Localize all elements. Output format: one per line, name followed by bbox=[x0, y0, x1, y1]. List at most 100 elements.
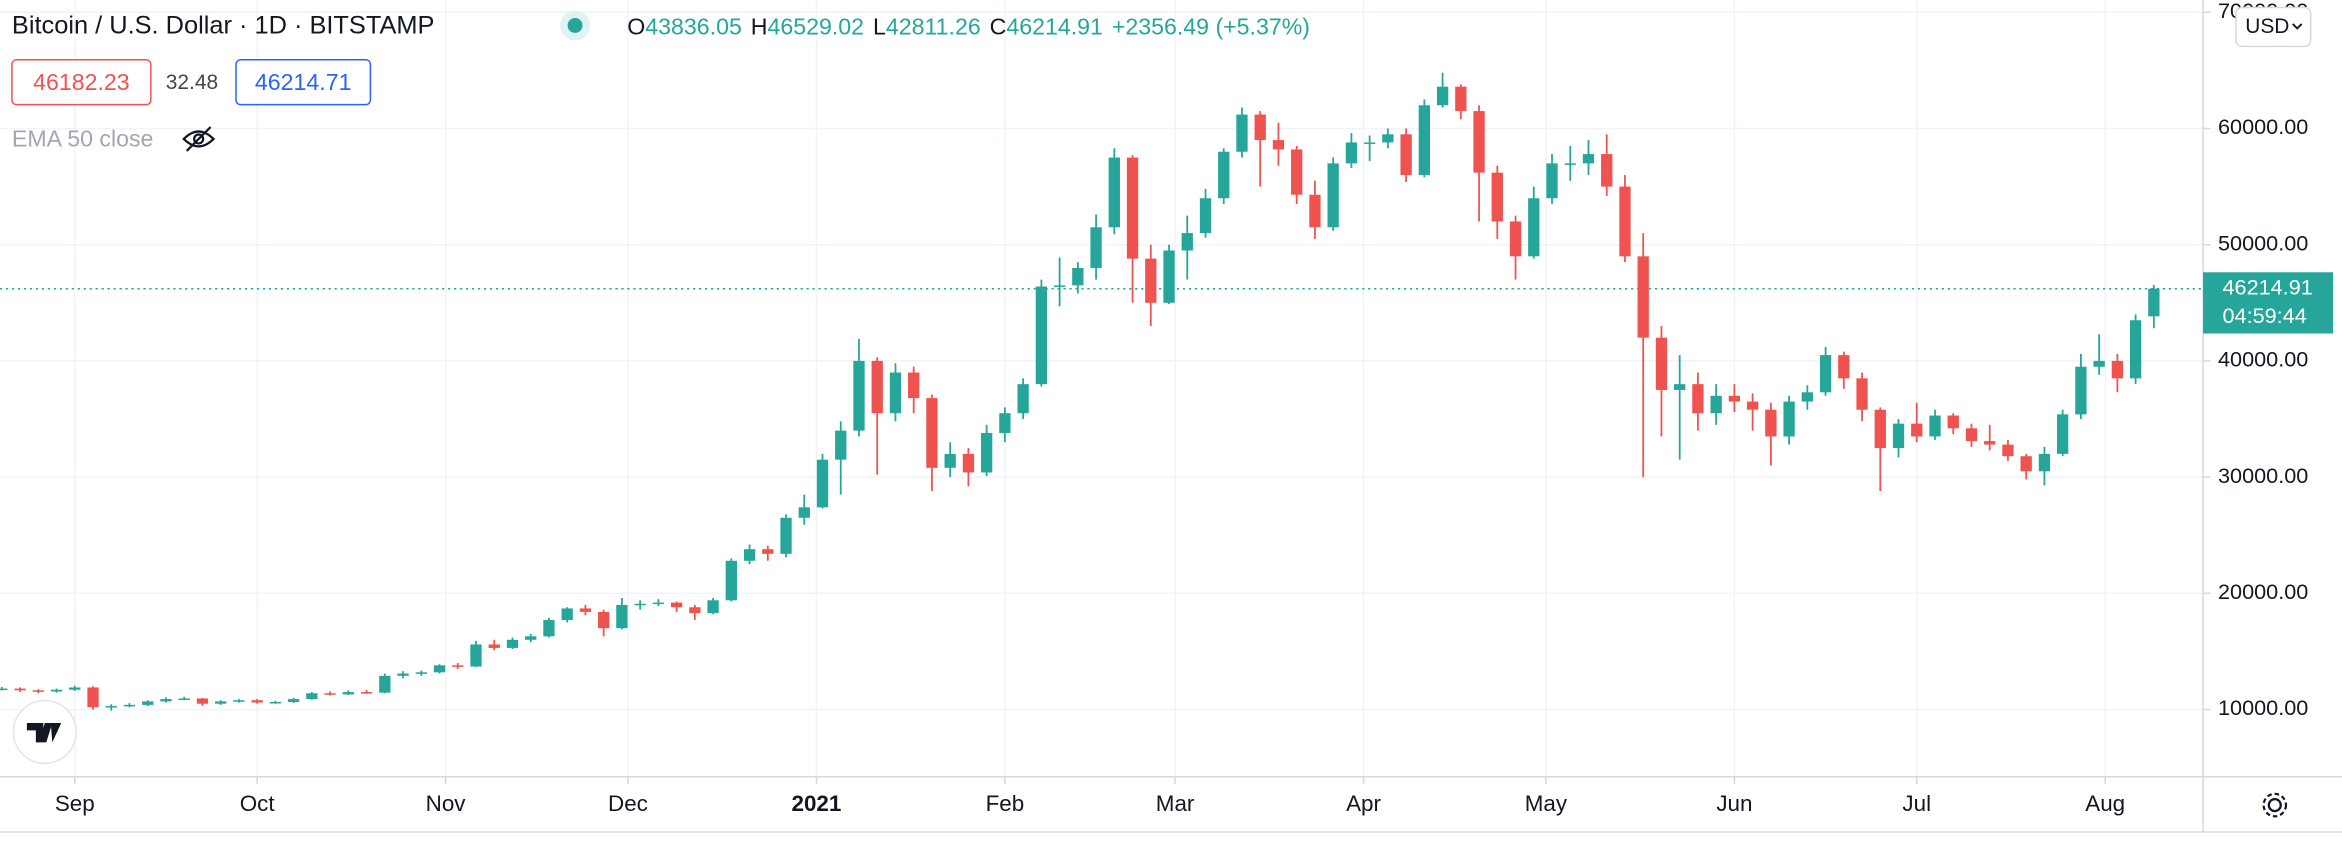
candle-body bbox=[1017, 384, 1029, 414]
candle-body bbox=[1382, 134, 1394, 143]
candle-body bbox=[269, 701, 282, 704]
candle-body bbox=[1984, 441, 1996, 445]
candle-body bbox=[306, 693, 318, 700]
candle-body bbox=[1436, 86, 1449, 106]
candle-body bbox=[488, 644, 500, 648]
candle-body bbox=[999, 413, 1011, 433]
candle-body bbox=[1801, 392, 1813, 402]
candle-body bbox=[926, 398, 938, 468]
candle-body bbox=[579, 608, 592, 612]
candle-body bbox=[1345, 142, 1358, 164]
ohlc-letter: H bbox=[751, 14, 768, 40]
y-tick-label: 40000.00 bbox=[2218, 347, 2308, 372]
currency-button[interactable] bbox=[2235, 6, 2312, 48]
symbol-title: Bitcoin / U.S. Dollar · 1D · BITSTAMP bbox=[12, 12, 435, 40]
candle-body bbox=[762, 549, 774, 554]
candle-body bbox=[123, 704, 136, 707]
candle-body bbox=[1601, 154, 1613, 187]
bid-box[interactable] bbox=[11, 59, 152, 106]
candle-body bbox=[980, 432, 993, 473]
candle-body bbox=[433, 665, 446, 673]
hide-icon[interactable] bbox=[182, 126, 216, 152]
candle-body bbox=[50, 689, 63, 692]
y-tick-label: 10000.00 bbox=[2218, 695, 2308, 720]
candles bbox=[0, 72, 2160, 711]
x-tick-label: Dec bbox=[608, 791, 648, 816]
candle-body bbox=[853, 360, 865, 431]
indicator-label: EMA 50 close bbox=[12, 126, 154, 152]
ohlc-letter: O bbox=[627, 14, 645, 40]
candle-body bbox=[908, 372, 920, 399]
candle-body bbox=[1783, 401, 1795, 437]
candle-body bbox=[1272, 140, 1285, 150]
settings-icon[interactable] bbox=[2262, 792, 2288, 818]
candle-body bbox=[1236, 114, 1248, 152]
candle-body bbox=[780, 517, 792, 554]
candle-body bbox=[2129, 320, 2142, 379]
candle-body bbox=[725, 560, 737, 601]
price-tag: 46214.91 04:59:44 bbox=[2203, 272, 2334, 334]
x-tick-label: Jul bbox=[1902, 791, 1931, 816]
candle-body bbox=[1728, 395, 1741, 402]
axes: 10000.00 20000.00 30000.00 40000.00 50000.00… bbox=[55, 0, 2308, 816]
candle-body bbox=[360, 692, 373, 694]
x-tick-label: Mar bbox=[1156, 791, 1195, 816]
candle-body bbox=[1254, 114, 1266, 141]
candle-body bbox=[1473, 111, 1485, 173]
candle-body bbox=[251, 700, 263, 703]
currency-label: USD bbox=[2245, 15, 2289, 38]
tv-logo[interactable] bbox=[12, 699, 77, 765]
candle-body bbox=[944, 453, 956, 468]
candle-body bbox=[506, 639, 519, 648]
x-tick-label: May bbox=[1525, 791, 1568, 816]
candle-body bbox=[1400, 134, 1412, 175]
candle-body bbox=[1418, 105, 1431, 175]
candle-body bbox=[342, 692, 354, 695]
x-tick-label: Jun bbox=[1716, 791, 1752, 816]
candle-body bbox=[1819, 355, 1832, 393]
ohlc-value: 46529.02 bbox=[768, 14, 865, 40]
candle-body bbox=[1655, 337, 1668, 390]
candle-body bbox=[32, 690, 44, 692]
candle-body bbox=[324, 693, 336, 695]
candle-body bbox=[233, 700, 245, 702]
y-tick-label: 30000.00 bbox=[2218, 463, 2308, 488]
candle-body bbox=[616, 604, 628, 629]
candle-body bbox=[525, 636, 537, 640]
candle-body bbox=[2038, 453, 2051, 472]
candle-body bbox=[14, 688, 26, 691]
candle-body bbox=[2020, 456, 2032, 472]
candle-body bbox=[689, 607, 701, 614]
candle-body bbox=[1126, 157, 1139, 259]
candle-body bbox=[2111, 360, 2124, 379]
ohlc-letter: L bbox=[873, 14, 886, 40]
candle-body bbox=[1163, 250, 1175, 303]
candle-body bbox=[816, 459, 829, 508]
candle-body bbox=[1619, 186, 1631, 257]
candle-body bbox=[1892, 423, 1905, 449]
candle-body bbox=[470, 644, 482, 667]
candle-body bbox=[871, 360, 883, 414]
candle-body bbox=[1746, 401, 1759, 410]
candle-body bbox=[415, 672, 427, 674]
candle-body bbox=[178, 698, 190, 700]
candle-body bbox=[397, 673, 409, 676]
candle-body bbox=[1528, 198, 1540, 257]
candle-body bbox=[543, 620, 555, 637]
candle-body bbox=[634, 603, 646, 606]
candle-body bbox=[1090, 227, 1102, 268]
y-tick-label: 60000.00 bbox=[2218, 114, 2308, 139]
candle-body bbox=[1363, 142, 1376, 144]
candle-body bbox=[1637, 256, 1649, 338]
ask-box[interactable] bbox=[235, 59, 372, 106]
bid-price: 46182.23 bbox=[33, 69, 130, 95]
candle-body bbox=[1546, 163, 1558, 199]
candle-body bbox=[1455, 86, 1467, 112]
candle-body bbox=[87, 687, 99, 708]
ohlc-letter: C bbox=[990, 14, 1007, 40]
candle-body bbox=[1965, 428, 1978, 442]
price-tag-countdown: 04:59:44 bbox=[2223, 303, 2307, 328]
candle-body bbox=[379, 675, 391, 693]
